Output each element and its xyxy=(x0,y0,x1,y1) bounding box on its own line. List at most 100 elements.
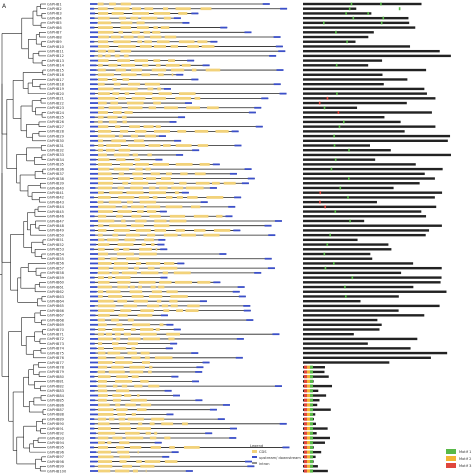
legend-intron-label: intron xyxy=(259,462,270,466)
gene-cds-block xyxy=(120,309,132,313)
gene-utr-block xyxy=(90,31,100,34)
gene-utr-block xyxy=(274,220,282,222)
motif3-block xyxy=(318,101,321,105)
gene-utr-block xyxy=(276,69,284,71)
gene-utr-block xyxy=(246,319,254,321)
motif1-block xyxy=(348,7,351,11)
gene-cds-block xyxy=(151,243,155,246)
motif1-block xyxy=(310,469,313,473)
gene-utr-block xyxy=(199,300,207,303)
gene-cds-block xyxy=(173,271,191,275)
gene-utr-block xyxy=(178,116,186,119)
gene-utr-block xyxy=(90,158,97,161)
gene-cds-block xyxy=(153,26,158,29)
gene-label: GhPHB81 xyxy=(47,380,64,384)
gene-cds-block xyxy=(186,106,200,110)
motif1-block xyxy=(342,120,345,124)
gene-label: GhPHB47 xyxy=(47,219,64,223)
gene-label: GhPHB11 xyxy=(47,49,64,53)
motif1-block xyxy=(335,30,337,34)
gene-utr-block xyxy=(200,201,208,204)
gene-cds-block xyxy=(170,304,178,308)
gene-label: GhPHB45 xyxy=(47,210,64,214)
gene-cds-block xyxy=(121,271,137,275)
motif1-block xyxy=(346,40,348,44)
gene-utr-block xyxy=(90,205,99,208)
gene-cds-block xyxy=(150,35,162,39)
gene-label: GhPHB13 xyxy=(47,59,64,63)
gene-label: GhPHB36 xyxy=(47,167,65,171)
gene-cds-block xyxy=(117,285,128,289)
gene-utr-block xyxy=(90,187,96,189)
gene-cds-block xyxy=(154,219,167,223)
gene-cds-block xyxy=(166,196,173,199)
gene-utr-block xyxy=(90,54,95,57)
motif1-label: Motif 1 xyxy=(459,450,471,454)
protein-bar xyxy=(303,45,411,48)
gene-utr-block xyxy=(90,182,100,185)
protein-bar xyxy=(303,299,361,303)
gene-cds-block xyxy=(98,196,111,199)
gene-cds-block xyxy=(132,12,149,15)
gene-utr-block xyxy=(217,418,225,421)
gene-utr-block xyxy=(90,220,100,222)
gene-utr-block xyxy=(90,135,98,137)
motif2-block xyxy=(307,370,310,374)
gene-utr-block xyxy=(90,224,95,227)
gene-cds-block xyxy=(145,431,151,435)
motif3-block xyxy=(304,384,307,388)
gene-cds-block xyxy=(179,181,187,185)
gene-cds-block xyxy=(105,332,113,336)
gene-utr-block xyxy=(171,375,179,378)
phylogenetic-tree xyxy=(0,3,46,472)
gene-cds-block xyxy=(153,59,161,63)
gene-cds-block xyxy=(112,384,118,388)
gene-cds-block xyxy=(120,2,132,6)
motif2-block xyxy=(307,436,310,440)
protein-bar xyxy=(303,196,435,199)
gene-cds-block xyxy=(117,59,130,63)
gene-cds-block xyxy=(135,219,147,223)
gene-utr-block xyxy=(90,295,100,298)
gene-cds-block xyxy=(115,276,131,279)
gene-cds-block xyxy=(98,304,116,308)
gene-label: GhPHB86 xyxy=(47,403,65,407)
protein-bar xyxy=(303,318,378,322)
gene-label: GhPHB70 xyxy=(47,328,65,332)
gene-cds-block xyxy=(194,96,201,100)
gene-cds-block xyxy=(121,384,128,388)
protein-bar xyxy=(303,219,365,223)
protein-bar xyxy=(303,49,440,53)
motif1-block xyxy=(310,403,313,407)
gene-cds-block xyxy=(163,233,178,237)
gene-label: GhPHB14 xyxy=(47,64,65,68)
gene-label: GhPHB55 xyxy=(47,257,64,261)
gene-utr-block xyxy=(90,404,99,406)
gene-cds-block xyxy=(123,35,134,39)
gene-cds-block xyxy=(98,219,115,223)
gene-cds-block xyxy=(201,45,215,48)
gene-cds-block xyxy=(140,332,157,336)
gene-cds-block xyxy=(147,153,152,157)
gene-cds-block xyxy=(114,54,120,58)
motif1-block xyxy=(310,412,313,416)
gene-cds-block xyxy=(168,59,175,63)
motif1-block xyxy=(310,393,313,398)
gene-cds-block xyxy=(117,450,130,454)
motif1-block xyxy=(310,464,313,468)
gene-cds-block xyxy=(133,266,140,270)
gene-cds-block xyxy=(112,394,122,397)
gene-utr-block xyxy=(181,191,189,194)
gene-utr-block xyxy=(90,238,99,241)
motif2-block xyxy=(307,441,310,445)
gene-utr-block xyxy=(90,432,97,435)
gene-cds-block xyxy=(157,87,161,91)
protein-bar xyxy=(303,172,425,176)
gene-cds-block xyxy=(177,129,187,133)
gene-cds-block xyxy=(155,63,161,67)
gene-cds-block xyxy=(117,186,125,190)
gene-cds-block xyxy=(169,299,178,303)
gene-cds-block xyxy=(144,40,152,44)
motif1-block xyxy=(380,2,382,6)
gene-utr-block xyxy=(244,168,252,171)
